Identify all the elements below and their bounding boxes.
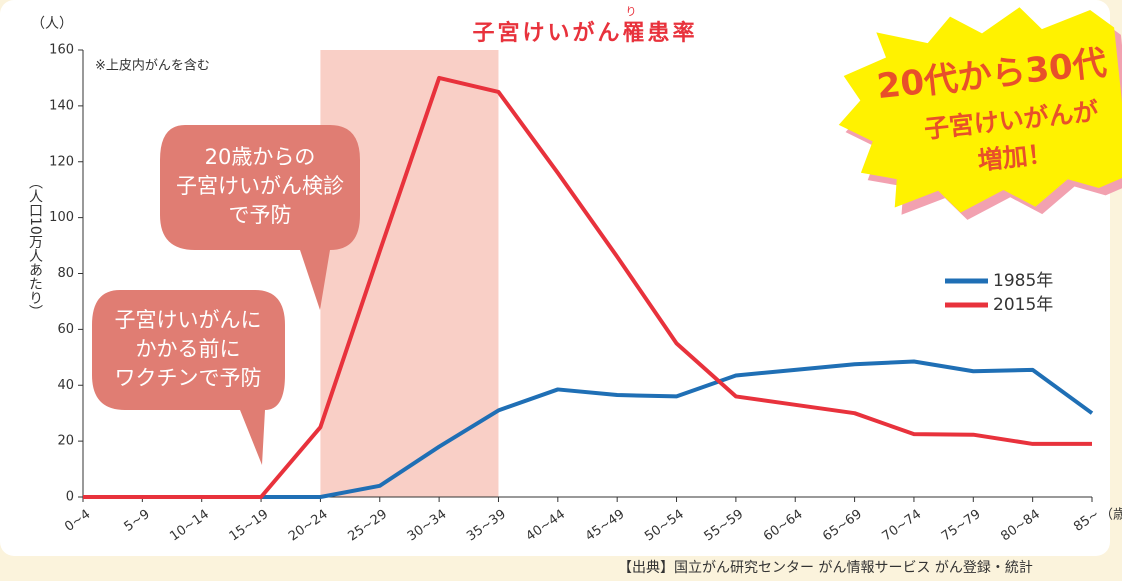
- title-ruby: り: [626, 5, 637, 18]
- y-tick-label: 120: [49, 154, 74, 169]
- y-tick-label: 20: [57, 434, 74, 449]
- y-tick-label: 40: [57, 378, 74, 393]
- y-axis-label: （人口10万人あたり）: [27, 175, 43, 319]
- y-tick-label: 80: [57, 266, 74, 281]
- bubble-text: かかる前に: [136, 337, 241, 361]
- chart: 20歳からの子宮けいがん検診で予防子宮けいがんにかかる前にワクチンで予防 20代…: [0, 0, 1122, 581]
- page: {"chart_data": {"type": "line", "title":…: [0, 0, 1122, 581]
- y-tick-label: 60: [57, 322, 74, 337]
- y-unit: （人）: [31, 16, 73, 32]
- y-tick-label: 140: [49, 98, 74, 113]
- y-tick-label: 0: [66, 490, 74, 505]
- source: 【出典】国立がん研究センター がん情報サービス がん登録・統計: [618, 560, 1033, 576]
- bubble-text: 子宮けいがん検診: [176, 174, 344, 198]
- highlight-band: [320, 50, 498, 497]
- y-tick-label: 100: [49, 210, 74, 225]
- x-unit: （歳: [1100, 508, 1122, 523]
- note: ※上皮内がんを含む: [95, 58, 210, 74]
- legend-label: 2015年: [993, 295, 1053, 315]
- bubble-text: 20歳からの: [205, 145, 316, 169]
- bubble-text: で予防: [229, 203, 292, 227]
- y-tick-label: 160: [49, 43, 74, 58]
- legend-label: 1985年: [993, 271, 1053, 291]
- bubble-text: 子宮けいがんに: [115, 308, 262, 332]
- highlight-layer: [320, 50, 498, 497]
- chart-title: 子宮けいがん罹患率: [472, 20, 697, 46]
- bubble-text: ワクチンで予防: [115, 366, 262, 390]
